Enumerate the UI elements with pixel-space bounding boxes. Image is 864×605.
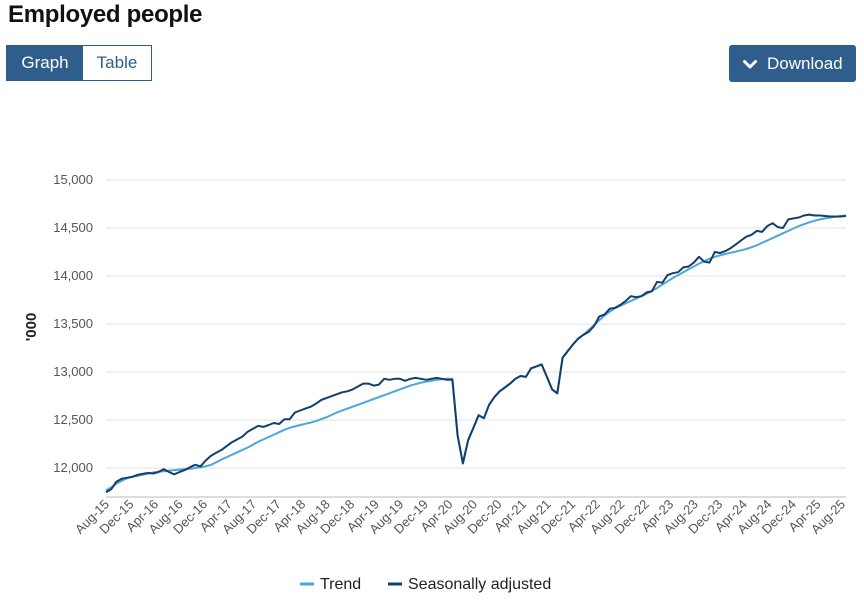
y-tick-label: 13,000 [53,364,93,379]
x-axis: Aug-15Dec-15Apr-16Aug-16Dec-16Apr-17Aug-… [72,497,848,537]
download-label: Download [767,53,843,73]
y-tick-label: 14,000 [53,268,93,283]
y-tick-label: 12,500 [53,412,93,427]
trend-series-line [105,214,847,492]
y-tick-label: 15,000 [53,172,93,187]
tab-table[interactable]: Table [83,46,151,80]
view-tabs: Graph Table [6,45,152,81]
chevron-down-icon [743,59,757,68]
line-chart: 12,000 12,500 13,000 13,500 14,000 14,500 15,0… [23,172,848,593]
chart-series [105,213,847,494]
y-tick-label: 13,500 [53,316,93,331]
tab-graph[interactable]: Graph [7,46,83,80]
y-axis: 12,000 12,500 13,000 13,500 14,000 14,500 15,0… [53,172,93,475]
legend-item-seasonally-adjusted: Seasonally adjusted [408,576,551,593]
download-button[interactable]: Download [729,45,856,82]
chart-gridlines [106,179,846,498]
page-title: Employed people [8,1,203,28]
y-axis-label: '000 [23,313,40,342]
chart-legend: Trend Seasonally adjusted [300,576,551,593]
y-tick-label: 14,500 [53,220,93,235]
legend-item-trend: Trend [320,576,361,593]
y-tick-label: 12,000 [53,460,93,475]
seasonally-adjusted-series-line [105,213,847,494]
